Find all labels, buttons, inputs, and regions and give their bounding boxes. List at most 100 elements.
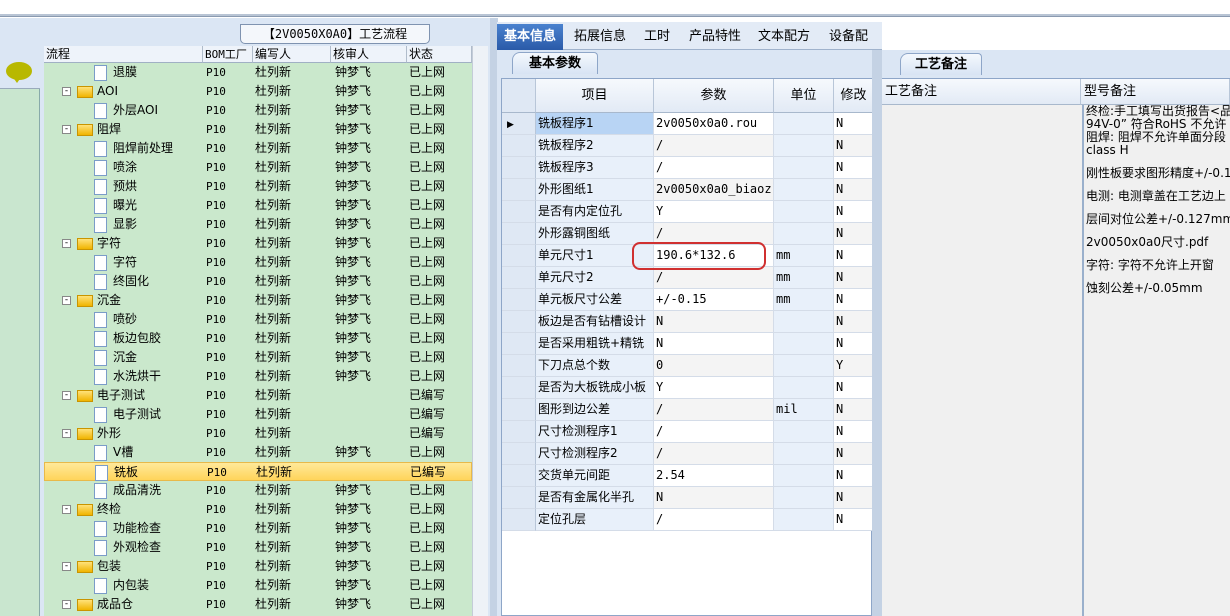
collapse-icon[interactable]: - bbox=[62, 562, 71, 571]
tree-row[interactable]: 字符 P10 杜列新 钟梦飞 已上网 bbox=[44, 253, 472, 272]
tree-row[interactable]: 板边包胶 P10 杜列新 钟梦飞 已上网 bbox=[44, 329, 472, 348]
subtab-process-remarks[interactable]: 工艺备注 bbox=[900, 53, 982, 75]
row-indicator[interactable] bbox=[502, 289, 536, 311]
param-cell[interactable]: / bbox=[654, 223, 774, 245]
param-row[interactable]: 尺寸检测程序2 / N bbox=[502, 443, 873, 465]
tree-row[interactable]: 外层AOI P10 杜列新 钟梦飞 已上网 bbox=[44, 101, 472, 120]
collapse-icon[interactable]: - bbox=[62, 600, 71, 609]
tree-row[interactable]: 功能检查 P10 杜列新 钟梦飞 已上网 bbox=[44, 519, 472, 538]
row-indicator[interactable] bbox=[502, 311, 536, 333]
message-bubble-icon[interactable] bbox=[6, 62, 32, 83]
tab-work-hours[interactable]: 工时 bbox=[644, 29, 671, 44]
param-cell[interactable]: 2.54 bbox=[654, 465, 774, 487]
param-cell[interactable]: 2v0050x0a0_biaoz... bbox=[654, 179, 774, 201]
tree-row[interactable]: 曝光 P10 杜列新 钟梦飞 已上网 bbox=[44, 196, 472, 215]
row-indicator[interactable] bbox=[502, 377, 536, 399]
col-header-param[interactable]: 参数 bbox=[654, 79, 774, 113]
tree-row[interactable]: 铣板 P10 杜列新 已编写 bbox=[44, 462, 472, 481]
tab-text-recipe[interactable]: 文本配方 bbox=[758, 29, 811, 44]
col-header-process-remarks[interactable]: 工艺备注 bbox=[882, 79, 1081, 105]
param-row[interactable]: 单元板尺寸公差 +/-0.15 mm N bbox=[502, 289, 873, 311]
param-row[interactable]: 铣板程序3 / N bbox=[502, 157, 873, 179]
param-row[interactable]: 图形到边公差 / mil N bbox=[502, 399, 873, 421]
row-indicator[interactable] bbox=[502, 333, 536, 355]
col-header-status[interactable]: 状态 bbox=[407, 46, 472, 63]
row-indicator[interactable] bbox=[502, 465, 536, 487]
param-cell[interactable]: 2v0050x0a0.rou bbox=[654, 113, 774, 135]
col-header-writer[interactable]: 编写人 bbox=[253, 46, 331, 63]
param-cell[interactable]: / bbox=[654, 135, 774, 157]
tab-basic-info[interactable]: 基本信息 bbox=[497, 24, 564, 50]
tab-equipment-recipe[interactable]: 设备配方 bbox=[829, 29, 869, 70]
splitter-right[interactable] bbox=[872, 50, 882, 616]
tree-row[interactable]: - 外形 P10 杜列新 已编写 bbox=[44, 424, 472, 443]
param-cell[interactable]: +/-0.15 bbox=[654, 289, 774, 311]
tree-row[interactable]: 预烘 P10 杜列新 钟梦飞 已上网 bbox=[44, 177, 472, 196]
row-indicator[interactable] bbox=[502, 443, 536, 465]
param-row[interactable]: 铣板程序2 / N bbox=[502, 135, 873, 157]
param-cell[interactable]: / bbox=[654, 157, 774, 179]
tree-row[interactable]: 喷砂 P10 杜列新 钟梦飞 已上网 bbox=[44, 310, 472, 329]
collapse-icon[interactable]: - bbox=[62, 125, 71, 134]
param-cell[interactable]: 190.6*132.6 bbox=[654, 245, 774, 267]
tree-row[interactable]: V槽 P10 杜列新 钟梦飞 已上网 bbox=[44, 443, 472, 462]
row-indicator[interactable]: ▶ bbox=[502, 113, 536, 135]
col-header-reviewer[interactable]: 核审人 bbox=[331, 46, 407, 63]
row-indicator[interactable] bbox=[502, 421, 536, 443]
tree-row[interactable]: 沉金 P10 杜列新 钟梦飞 已上网 bbox=[44, 348, 472, 367]
col-header-bom[interactable]: BOM工厂 bbox=[203, 46, 253, 63]
param-row[interactable]: 外形图纸1 2v0050x0a0_biaoz... N bbox=[502, 179, 873, 201]
row-indicator[interactable] bbox=[502, 201, 536, 223]
param-cell[interactable]: / bbox=[654, 443, 774, 465]
param-cell[interactable]: N bbox=[654, 333, 774, 355]
tree-row[interactable]: - 电子测试 P10 杜列新 已编写 bbox=[44, 386, 472, 405]
tree-row[interactable]: - 成品仓 P10 杜列新 钟梦飞 已上网 bbox=[44, 595, 472, 614]
row-indicator[interactable] bbox=[502, 267, 536, 289]
tree-row[interactable]: 阻焊前处理 P10 杜列新 钟梦飞 已上网 bbox=[44, 139, 472, 158]
collapse-icon[interactable]: - bbox=[62, 87, 71, 96]
param-row[interactable]: 是否有内定位孔 Y N bbox=[502, 201, 873, 223]
tree-row[interactable]: 水洗烘干 P10 杜列新 钟梦飞 已上网 bbox=[44, 367, 472, 386]
param-cell[interactable]: Y bbox=[654, 201, 774, 223]
param-cell[interactable]: / bbox=[654, 421, 774, 443]
tree-row[interactable]: - 字符 P10 杜列新 钟梦飞 已上网 bbox=[44, 234, 472, 253]
process-tree-grid[interactable]: 流程 BOM工厂 编写人 核审人 状态 退膜 P10 杜列新 钟梦飞 已上网 - A… bbox=[44, 46, 472, 616]
param-row[interactable]: 是否为大板铣成小板 Y N bbox=[502, 377, 873, 399]
tree-row[interactable]: - 包装 P10 杜列新 钟梦飞 已上网 bbox=[44, 557, 472, 576]
param-cell[interactable]: / bbox=[654, 267, 774, 289]
tree-row[interactable]: 内包装 P10 杜列新 钟梦飞 已上网 bbox=[44, 576, 472, 595]
row-indicator[interactable] bbox=[502, 179, 536, 201]
subtab-basic-params[interactable]: 基本参数 bbox=[512, 52, 598, 74]
param-cell[interactable]: / bbox=[654, 509, 774, 531]
col-header-unit[interactable]: 单位 bbox=[774, 79, 834, 113]
tree-row[interactable]: 退膜 P10 杜列新 钟梦飞 已上网 bbox=[44, 63, 472, 82]
col-header-model-remarks[interactable]: 型号备注 bbox=[1081, 79, 1230, 105]
row-indicator[interactable] bbox=[502, 135, 536, 157]
collapse-icon[interactable]: - bbox=[62, 296, 71, 305]
param-row[interactable]: 定位孔层 / N bbox=[502, 509, 873, 531]
param-row[interactable]: 是否有金属化半孔 N N bbox=[502, 487, 873, 509]
param-row[interactable]: 外形露铜图纸 / N bbox=[502, 223, 873, 245]
row-indicator[interactable] bbox=[502, 487, 536, 509]
tree-scrollbar[interactable] bbox=[472, 46, 488, 616]
collapse-icon[interactable]: - bbox=[62, 505, 71, 514]
row-indicator[interactable] bbox=[502, 223, 536, 245]
param-row[interactable]: 是否采用粗铣+精铣 N N bbox=[502, 333, 873, 355]
tree-row[interactable]: - 终检 P10 杜列新 钟梦飞 已上网 bbox=[44, 500, 472, 519]
tab-extended-info[interactable]: 拓展信息 bbox=[574, 29, 627, 44]
tree-row[interactable]: 喷涂 P10 杜列新 钟梦飞 已上网 bbox=[44, 158, 472, 177]
tree-row[interactable]: 显影 P10 杜列新 钟梦飞 已上网 bbox=[44, 215, 472, 234]
splitter-left[interactable] bbox=[490, 18, 498, 616]
tree-row[interactable]: 外观检查 P10 杜列新 钟梦飞 已上网 bbox=[44, 538, 472, 557]
collapse-icon[interactable]: - bbox=[62, 391, 71, 400]
param-row[interactable]: 单元尺寸2 / mm N bbox=[502, 267, 873, 289]
param-row[interactable]: 尺寸检测程序1 / N bbox=[502, 421, 873, 443]
tree-row[interactable]: 终固化 P10 杜列新 钟梦飞 已上网 bbox=[44, 272, 472, 291]
param-cell[interactable]: / bbox=[654, 399, 774, 421]
collapse-icon[interactable]: - bbox=[62, 429, 71, 438]
col-header-modified[interactable]: 修改 bbox=[834, 79, 874, 113]
row-indicator[interactable] bbox=[502, 509, 536, 531]
param-row[interactable]: ▶ 铣板程序1 2v0050x0a0.rou N bbox=[502, 113, 873, 135]
param-row[interactable]: 单元尺寸1 190.6*132.6 mm N bbox=[502, 245, 873, 267]
col-header-item[interactable]: 项目 bbox=[536, 79, 654, 113]
